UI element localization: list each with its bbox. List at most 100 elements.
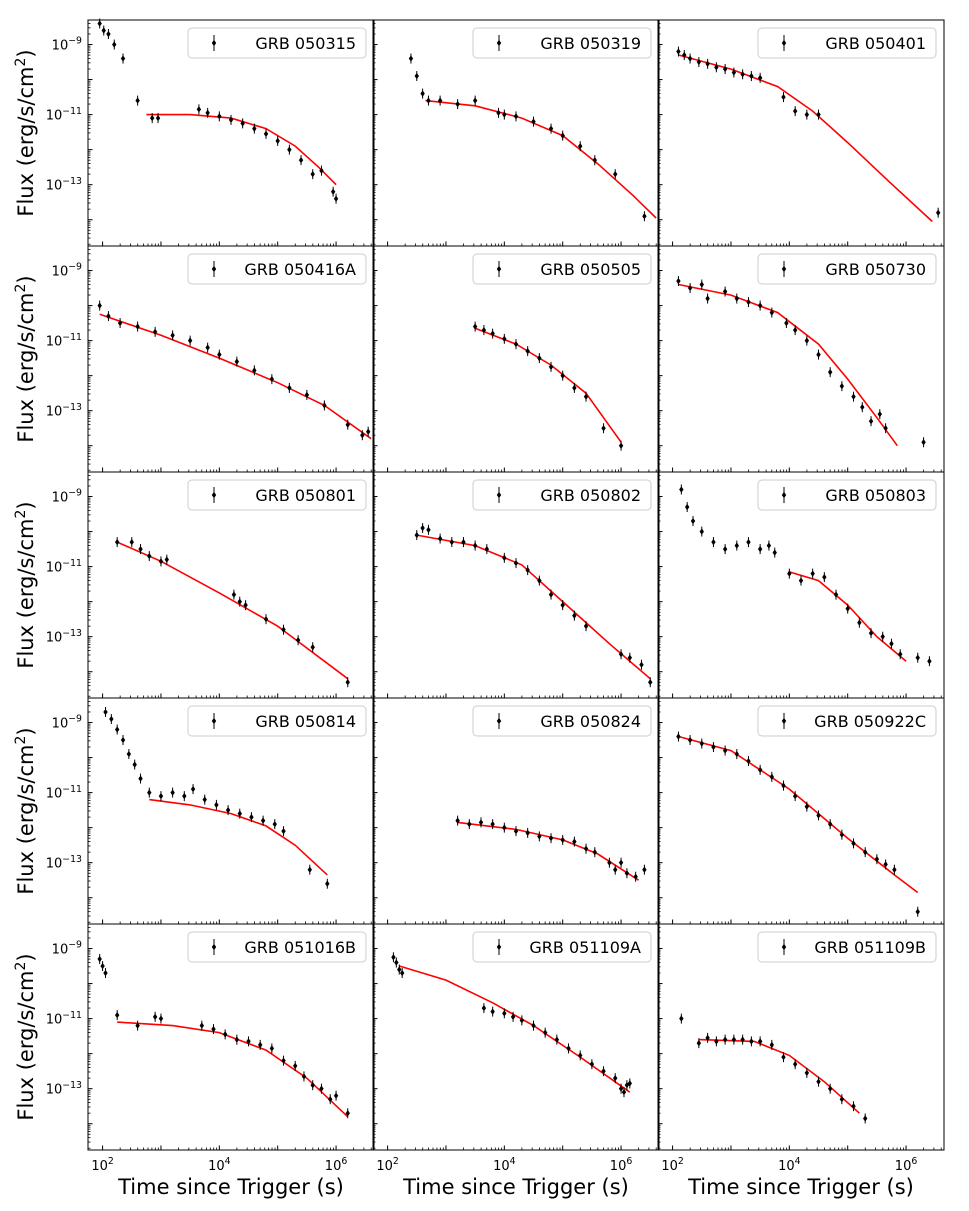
data-point [621, 1088, 627, 1096]
data-point [642, 866, 647, 873]
x-tick-label-base: 10 [376, 1159, 393, 1174]
legend-box [757, 931, 937, 963]
data-point [310, 643, 315, 651]
legend-label: GRB 050802 [540, 486, 641, 505]
x-axis-label: Time since Trigger (s) [117, 1175, 344, 1199]
data-point [310, 1081, 315, 1089]
data-point [138, 775, 143, 782]
data-point [746, 538, 751, 546]
y-tick-label: 10−13 [46, 628, 82, 646]
data-point [578, 1052, 583, 1059]
data-point [394, 959, 399, 966]
x-tick-label-exp: 6 [911, 1156, 917, 1167]
x-tick-label-exp: 4 [795, 1156, 801, 1167]
data-point [792, 792, 798, 800]
data-point [281, 626, 286, 633]
data-point [627, 1080, 633, 1087]
data-point [589, 1060, 595, 1068]
data-point [863, 848, 868, 856]
x-tick-label-exp: 2 [108, 1156, 114, 1167]
data-point [481, 1004, 487, 1012]
y-tick-label-exp: −11 [62, 106, 82, 117]
data-point [97, 20, 102, 27]
data-point [851, 393, 856, 400]
data-point [164, 556, 169, 563]
data-point [863, 1115, 868, 1122]
data-point [542, 1029, 548, 1036]
data-point [560, 372, 565, 379]
y-axis-label-prefix: Flux (erg/s/cm [14, 970, 38, 1120]
data-point [304, 391, 310, 399]
data-point [898, 651, 903, 658]
data-point [117, 319, 123, 327]
data-point [827, 368, 833, 376]
y-tick-label-exp: −9 [68, 262, 82, 273]
legend-label: GRB 050416A [244, 260, 356, 279]
data-point [502, 111, 507, 118]
x-tick-label-exp: 4 [225, 1156, 231, 1167]
data-point [734, 542, 739, 549]
y-tick-label-exp: −9 [68, 714, 82, 725]
data-point [513, 559, 519, 567]
data-point [272, 820, 277, 828]
fit-line [425, 99, 657, 219]
y-axis-label-sup: 2 [13, 58, 29, 67]
legend-box [757, 27, 937, 59]
data-point [769, 773, 775, 781]
data-point [246, 1038, 251, 1045]
legend-label: GRB 050803 [825, 486, 926, 505]
data-point [787, 570, 792, 577]
y-axis-label-sup: 2 [13, 962, 29, 971]
data-point [711, 538, 716, 546]
legend-box [472, 479, 652, 511]
panel-grb-050730: GRB 050730 [657, 245, 945, 473]
data-point [100, 962, 105, 970]
data-point [874, 855, 880, 863]
y-axis-label-sup: 2 [13, 284, 29, 293]
data-point [205, 344, 210, 351]
data-point [237, 598, 242, 605]
data-point [147, 552, 152, 560]
data-point [537, 354, 542, 362]
y-tick-label-base: 10 [46, 405, 63, 420]
y-tick-label-exp: −9 [68, 36, 82, 47]
data-point [833, 591, 839, 598]
y-tick-label: 10−11 [46, 1010, 82, 1028]
data-point [746, 757, 751, 765]
data-point [138, 545, 143, 553]
data-point [618, 442, 624, 449]
panel-grb-050505: GRB 050505 [372, 245, 660, 473]
data-point [310, 170, 315, 178]
data-point [845, 605, 850, 612]
data-point [281, 1057, 286, 1064]
x-tick-label: 102 [91, 1156, 114, 1174]
data-point [240, 120, 245, 127]
data-point [572, 838, 577, 845]
data-point [766, 542, 772, 549]
data-point [857, 619, 862, 626]
data-point [199, 1022, 205, 1029]
data-point [827, 1085, 833, 1092]
legend-marker [496, 39, 502, 47]
data-point [147, 789, 152, 796]
data-point [217, 113, 222, 120]
x-tick-label: 104 [778, 1156, 801, 1174]
data-point [592, 848, 597, 856]
x-tick-label: 106 [325, 1156, 348, 1174]
data-point [839, 1095, 845, 1103]
y-tick-label-exp: −11 [62, 784, 82, 795]
data-point [792, 1060, 798, 1068]
data-point [496, 109, 501, 117]
data-point [513, 113, 519, 120]
data-point [642, 213, 647, 220]
y-tick-label-base: 10 [46, 1013, 63, 1028]
data-point [690, 517, 696, 525]
data-point [252, 367, 257, 374]
legend-label: GRB 050801 [255, 486, 356, 505]
y-tick-label-base: 10 [52, 943, 69, 958]
data-point [510, 1013, 516, 1021]
y-axis-label-suffix: ) [14, 953, 38, 961]
data-point [196, 106, 202, 113]
